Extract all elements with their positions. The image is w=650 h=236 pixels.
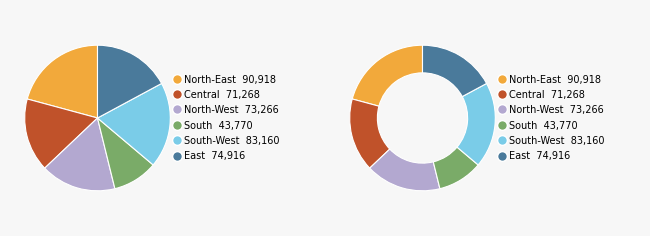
- Wedge shape: [45, 118, 115, 191]
- Wedge shape: [352, 45, 422, 106]
- Wedge shape: [27, 45, 97, 118]
- Legend: North-East  90,918, Central  71,268, North-West  73,266, South  43,770, South-We: North-East 90,918, Central 71,268, North…: [175, 75, 280, 161]
- Wedge shape: [434, 147, 478, 189]
- Wedge shape: [98, 84, 170, 165]
- Wedge shape: [350, 99, 390, 168]
- Wedge shape: [98, 118, 153, 189]
- Wedge shape: [98, 45, 162, 118]
- Wedge shape: [25, 99, 98, 168]
- Wedge shape: [457, 84, 495, 165]
- Wedge shape: [422, 45, 487, 97]
- Wedge shape: [370, 149, 440, 191]
- Legend: North-East  90,918, Central  71,268, North-West  73,266, South  43,770, South-We: North-East 90,918, Central 71,268, North…: [499, 75, 604, 161]
